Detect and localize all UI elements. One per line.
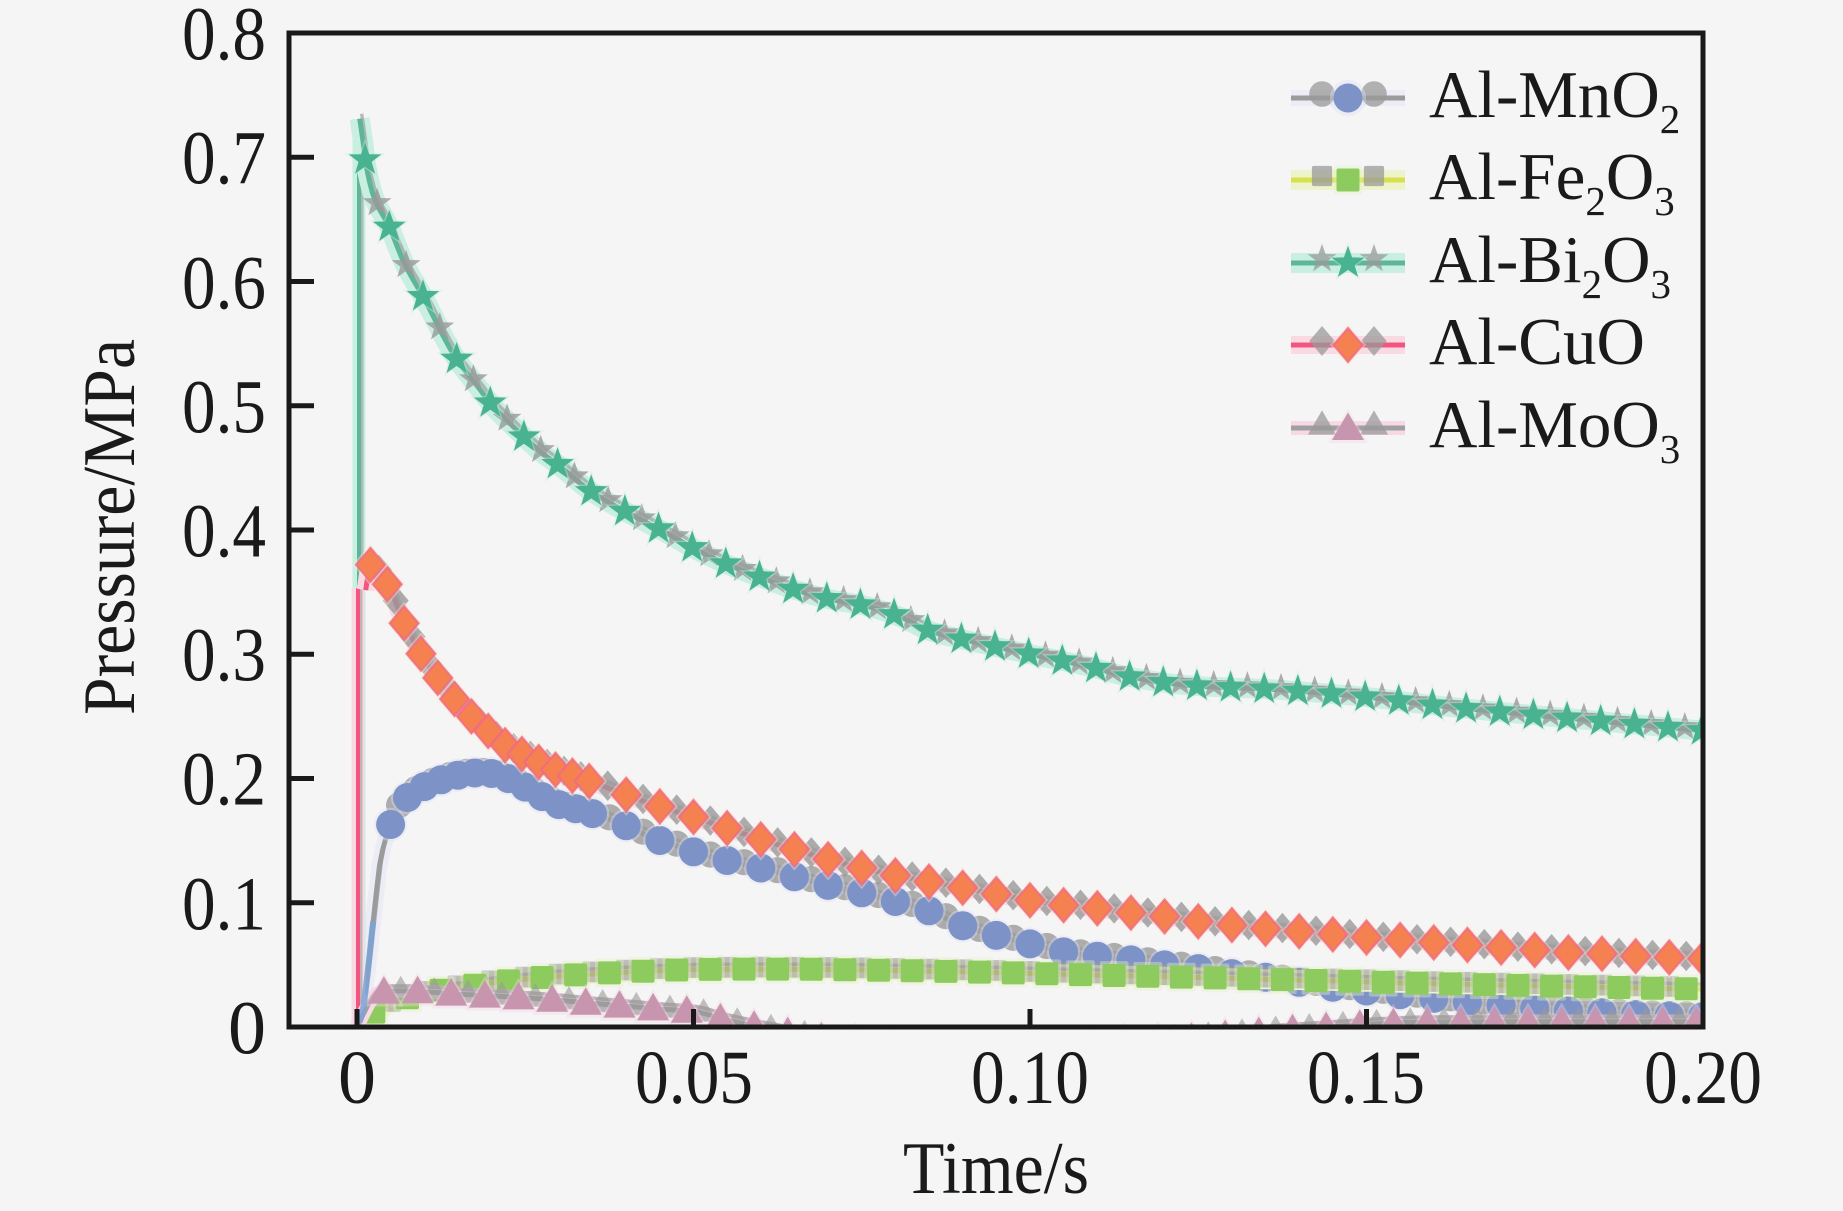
svg-text:0.5: 0.5 — [182, 365, 266, 449]
svg-text:Al-Bi2O3: Al-Bi2O3 — [1429, 223, 1671, 307]
svg-text:0.2: 0.2 — [182, 737, 266, 821]
svg-text:Al-Fe2O3: Al-Fe2O3 — [1429, 140, 1675, 224]
svg-text:0.10: 0.10 — [971, 1036, 1089, 1120]
svg-text:0.7: 0.7 — [182, 116, 266, 200]
svg-text:Pressure/MPa: Pressure/MPa — [69, 339, 151, 715]
svg-text:0.20: 0.20 — [1644, 1036, 1762, 1120]
svg-text:0.15: 0.15 — [1307, 1036, 1425, 1120]
svg-text:Al-MoO3: Al-MoO3 — [1429, 388, 1680, 472]
svg-text:0.8: 0.8 — [182, 0, 266, 76]
svg-text:Al-CuO: Al-CuO — [1429, 305, 1645, 379]
svg-text:0.3: 0.3 — [182, 613, 266, 697]
svg-text:0.6: 0.6 — [182, 241, 266, 325]
svg-text:0.1: 0.1 — [182, 862, 266, 946]
svg-text:0.4: 0.4 — [182, 489, 266, 573]
svg-text:Time/s: Time/s — [903, 1128, 1089, 1210]
svg-text:0.05: 0.05 — [635, 1036, 753, 1120]
svg-text:0: 0 — [228, 986, 266, 1070]
svg-text:0: 0 — [338, 1036, 376, 1120]
svg-text:Al-MnO2: Al-MnO2 — [1429, 58, 1680, 142]
